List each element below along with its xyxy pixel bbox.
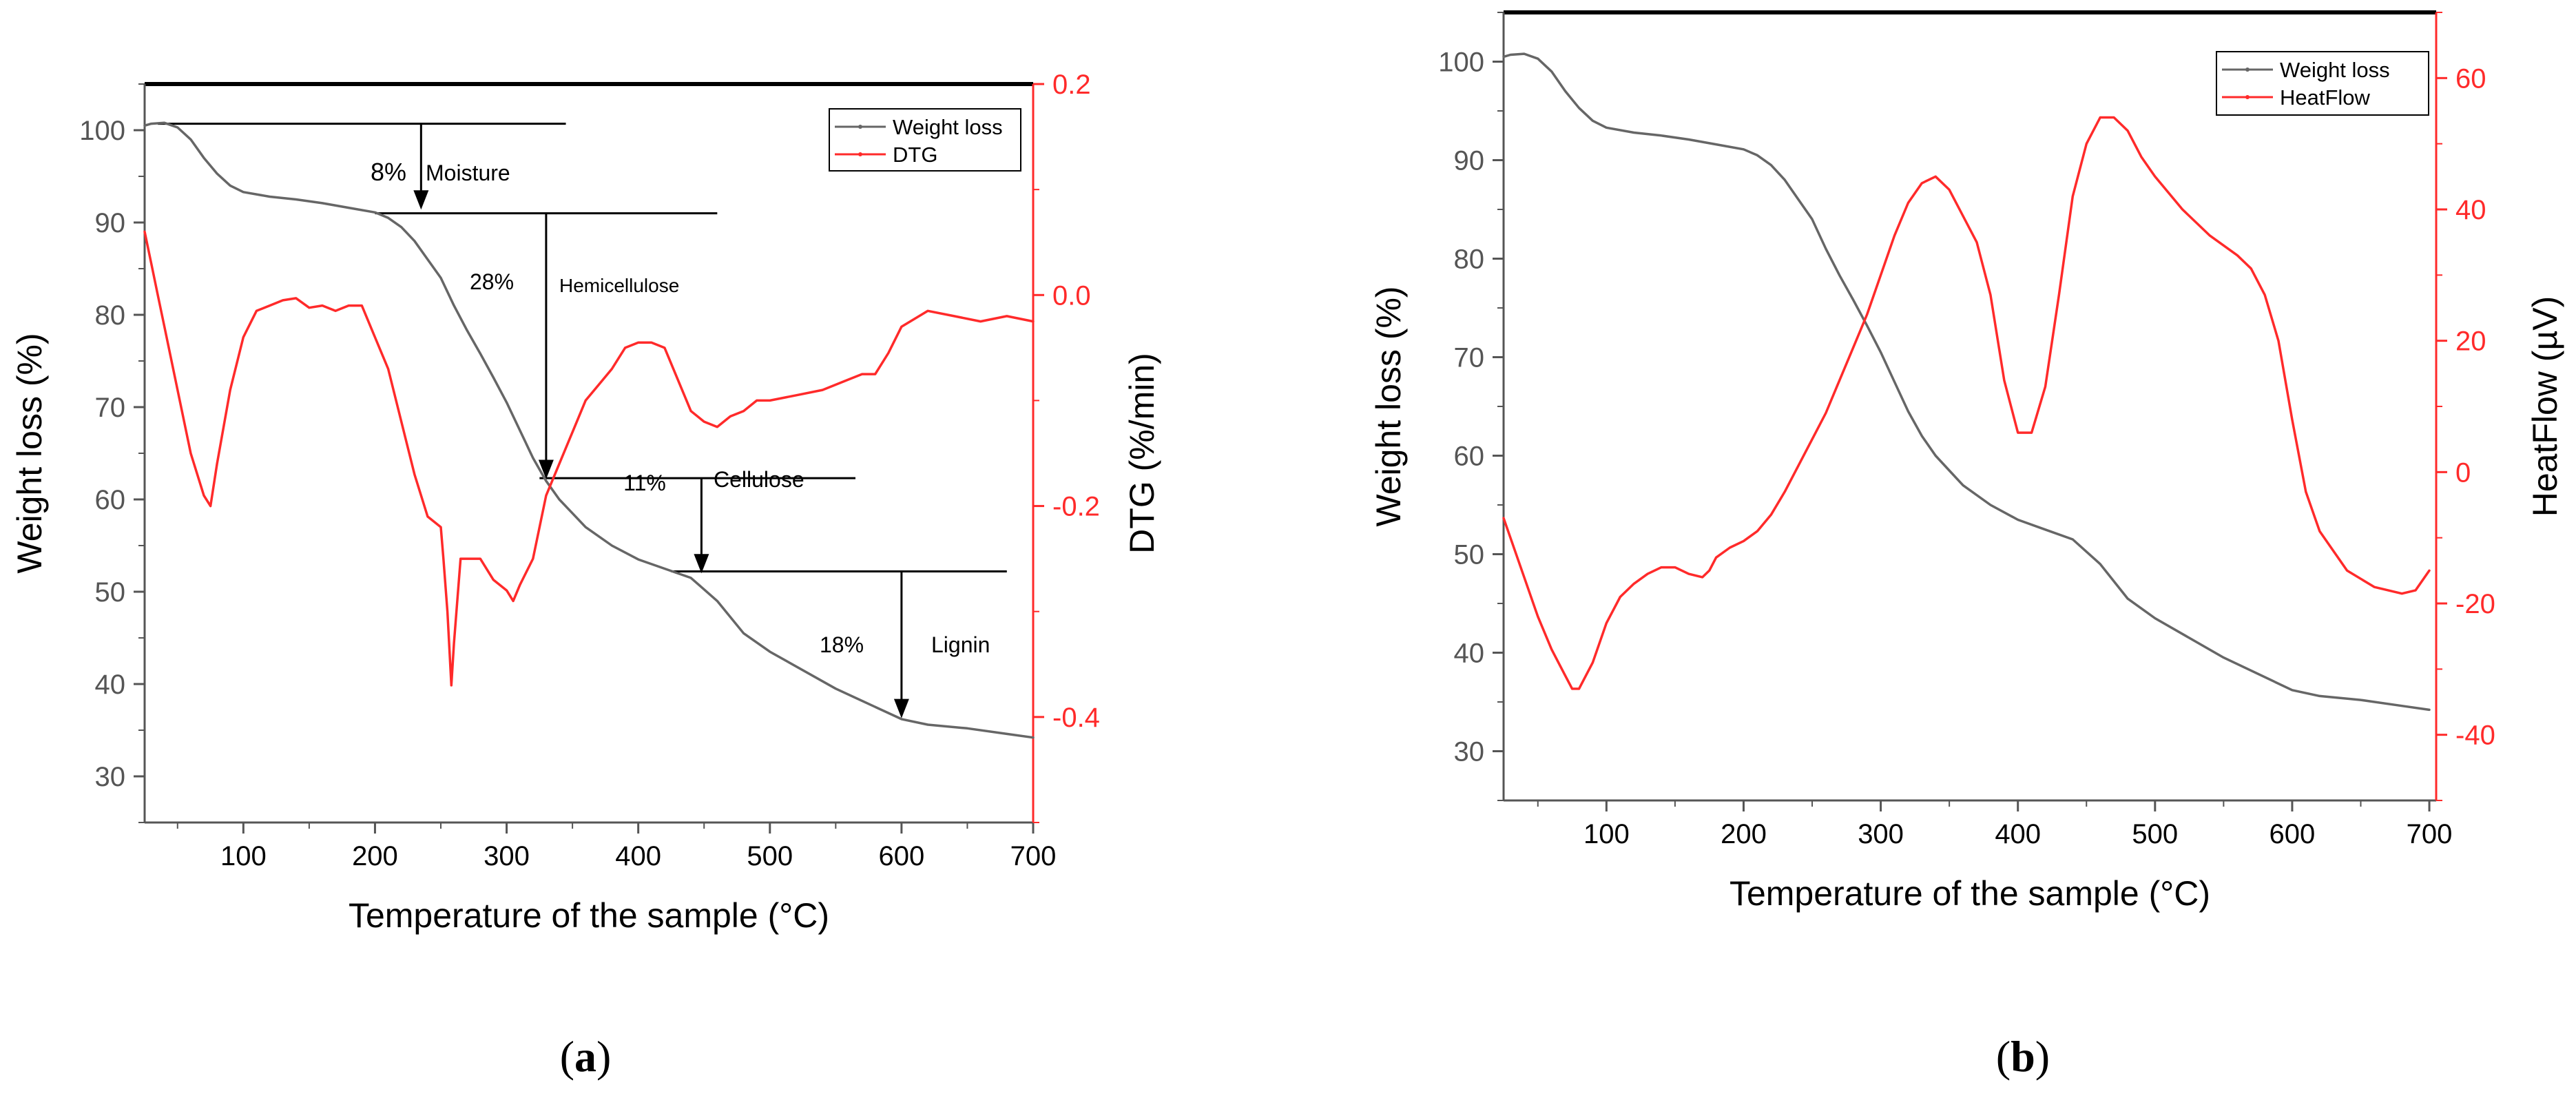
panel-a-weight-loss-line [143,121,1035,739]
panel-b-y2-tick-label: 20 [2455,327,2486,357]
panel-b-y-tick-label: 60 [1454,442,1485,472]
panel-b-x-tick-label: 200 [1721,819,1767,849]
panel-a-x-tick-label: 100 [220,841,267,871]
panel-a-y-tick-label: 40 [95,670,126,700]
panel-a-annotation-percent: 18% [820,632,864,657]
panel-a-annotation-label: Moisture [426,161,510,185]
panel-b-x-tick-label: 600 [2269,819,2316,849]
panel-a-annotation-label: Lignin [931,632,990,657]
panel-a-y-tick-label: 60 [95,485,126,515]
panel-a-chart: 100 200 300 400 500 600 700 30 40 50 60 70 80 90 100 -0… [10,70,1161,1081]
panel-a-legend-box [829,108,1021,172]
panel-b-legend-label: HeatFlow [2280,85,2371,110]
panel-a-legend-label: Weight loss [893,115,1003,139]
panel-b-y-tick-label: 80 [1454,245,1485,275]
panel-b-y-tick-label: 90 [1454,146,1485,176]
panel-a-y-tick-label: 90 [95,208,126,238]
panel-a-y2-tick-label: 0.2 [1052,70,1091,100]
panel-b-x-tick-label: 100 [1583,819,1630,849]
panel-b-x-tick-label: 500 [2132,819,2178,849]
panel-b-y2-tick-label: 0 [2455,457,2471,488]
panel-a-x-axis-label: Temperature of the sample (°C) [349,896,829,935]
panel-a-annotation-arrowhead [694,554,709,574]
panel-b-y-tick-label: 100 [1438,48,1484,78]
panel-a-annotation-percent: 28% [470,269,514,294]
panel-a-x-tick-label: 700 [1010,841,1057,871]
panel-b-x-tick-label: 400 [1995,819,2041,849]
panel-b-legend-label: Weight loss [2280,58,2390,82]
panel-a-x-tick-label: 600 [879,841,925,871]
panel-b-x-tick-label: 300 [1858,819,1904,849]
panel-b-label-close-paren: ) [2035,1032,2050,1081]
panel-a-annotation-percent: 11% [623,470,666,495]
panel-a-y-tick-label: 30 [95,762,126,792]
panel-b-y-tick-label: 30 [1454,737,1485,767]
panel-a-annotation-label: Cellulose [714,467,804,492]
panel-b-label-open-paren: ( [1996,1032,2011,1081]
panel-a-x-tick-label: 400 [615,841,661,871]
panel-b-y2-axis-label: HeatFlow (µV) [2526,296,2564,517]
panel-b-y2-tick-label: 40 [2455,195,2486,225]
panel-a-y-tick-label: 100 [79,116,125,146]
panel-a-y2-tick-label: 0.0 [1052,280,1091,311]
panel-b-legend-marker [2245,68,2250,72]
panel-b-x-axis-label: Temperature of the sample (°C) [1730,874,2210,913]
panel-b-weight-loss-line [1502,52,2431,712]
panel-a-legend-label: DTG [893,143,937,167]
panel-b-legend-box [2216,51,2429,116]
panel-b-y-tick-label: 70 [1454,343,1485,373]
panel-a-label: (a) [560,1032,612,1081]
panel-a-annotation-percent: 8% [371,158,406,186]
panel-b-legend-marker [2245,95,2250,99]
panel-b-label-letter: b [2011,1032,2035,1081]
panel-a-dtg-line [143,230,1035,687]
panel-a-legend-marker [858,152,862,156]
panel-a-y-axis-label: Weight loss (%) [10,333,49,573]
panel-a-label-letter: a [574,1032,596,1081]
panel-a-legend-marker [858,125,862,129]
panel-b-y-axis-label: Weight loss (%) [1369,286,1408,526]
panel-a-y2-tick-label: -0.2 [1052,492,1100,522]
panel-a-label-close-paren: ) [596,1032,611,1081]
panel-b-y2-tick-label: 60 [2455,63,2486,94]
panel-a-x-tick-label: 300 [484,841,530,871]
panel-a-x-tick-label: 200 [352,841,398,871]
panel-b-label: (b) [1996,1032,2050,1081]
panel-a-annotation-arrowhead [893,699,909,718]
panel-a-y-tick-label: 50 [95,577,126,608]
panel-b-y-tick-label: 40 [1454,639,1485,669]
panel-a-annotation-arrowhead [413,190,429,210]
panel-b-chart: 100 200 300 400 500 600 70030405060708090100-4… [1369,10,2564,1081]
panel-b-y-tick-label: 50 [1454,540,1485,570]
panel-b-x-tick-label: 700 [2407,819,2453,849]
panel-a-label-open-paren: ( [560,1032,574,1081]
panel-a-y-tick-label: 70 [95,393,126,423]
panel-b-y2-tick-label: -20 [2455,589,2495,619]
panel-a-annotation-label: Hemicellulose [559,275,679,296]
panel-a-x-tick-label: 500 [747,841,793,871]
panel-a-y2-tick-label: -0.4 [1052,703,1100,733]
panel-b-y2-tick-label: -40 [2455,721,2495,751]
panel-a-annotation-arrowhead [538,459,554,479]
panel-a-y2-axis-label: DTG (%/min) [1123,353,1161,554]
panel-b-heatflow-line [1502,116,2431,690]
panel-a-y-tick-label: 80 [95,300,126,331]
